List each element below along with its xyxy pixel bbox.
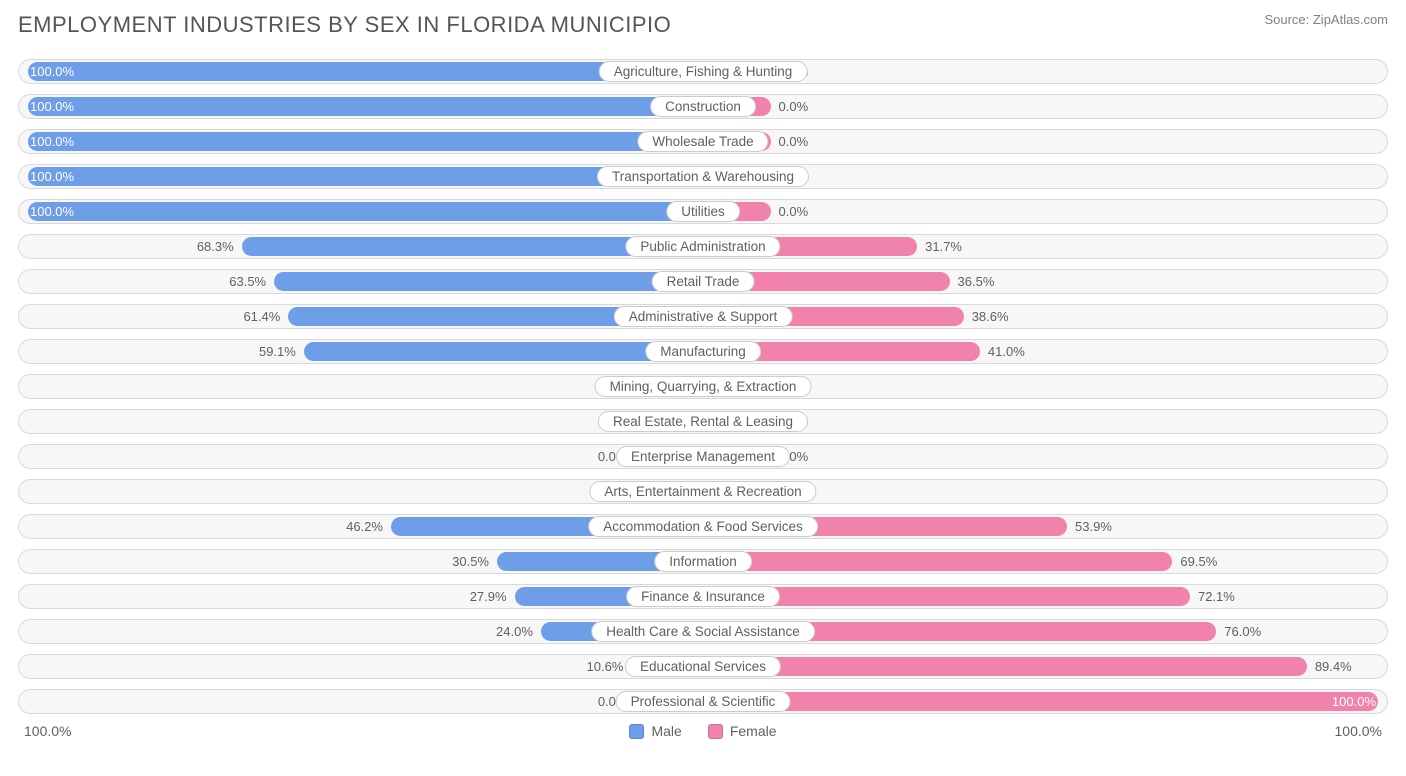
male-value: 61.4% xyxy=(243,309,280,324)
chart-row: 0.0%0.0%Real Estate, Rental & Leasing xyxy=(18,406,1388,437)
category-label: Educational Services xyxy=(625,656,781,677)
male-value: 68.3% xyxy=(197,239,234,254)
category-label: Utilities xyxy=(666,201,740,222)
male-bar xyxy=(274,272,703,291)
category-label: Public Administration xyxy=(625,236,780,257)
category-label: Health Care & Social Assistance xyxy=(591,621,815,642)
chart-area: 100.0%0.0%Agriculture, Fishing & Hunting… xyxy=(18,56,1388,717)
male-bar xyxy=(28,97,703,116)
category-label: Administrative & Support xyxy=(614,306,793,327)
chart-row: 59.1% 41.0% Manufacturing xyxy=(18,336,1388,367)
female-value: 0.0% xyxy=(779,134,809,149)
category-label: Enterprise Management xyxy=(616,446,790,467)
male-value: 27.9% xyxy=(470,589,507,604)
chart-row: 0.0%100.0%Professional & Scientific xyxy=(18,686,1388,717)
axis-left-label: 100.0% xyxy=(24,723,71,739)
category-label: Accommodation & Food Services xyxy=(588,516,818,537)
male-value: 100.0% xyxy=(30,99,74,114)
legend-female-label: Female xyxy=(730,723,777,739)
female-bar xyxy=(703,657,1307,676)
female-value: 38.6% xyxy=(972,309,1009,324)
chart-row: 46.2% 53.9% Accommodation & Food Services xyxy=(18,511,1388,542)
category-label: Construction xyxy=(650,96,756,117)
male-value: 63.5% xyxy=(229,274,266,289)
female-value: 69.5% xyxy=(1180,554,1217,569)
axis-right-label: 100.0% xyxy=(1335,723,1382,739)
category-label: Agriculture, Fishing & Hunting xyxy=(599,61,808,82)
female-value: 53.9% xyxy=(1075,519,1112,534)
category-label: Mining, Quarrying, & Extraction xyxy=(595,376,812,397)
male-bar xyxy=(28,202,703,221)
chart-title: EMPLOYMENT INDUSTRIES BY SEX IN FLORIDA … xyxy=(18,12,671,38)
male-value: 59.1% xyxy=(259,344,296,359)
male-value: 100.0% xyxy=(30,64,74,79)
legend-item-male: Male xyxy=(629,723,681,739)
female-value: 76.0% xyxy=(1224,624,1261,639)
male-value: 30.5% xyxy=(452,554,489,569)
chart-row: 27.9% 72.1% Finance & Insurance xyxy=(18,581,1388,612)
female-bar xyxy=(703,692,1378,711)
chart-row: 100.0%0.0%Agriculture, Fishing & Hunting xyxy=(18,56,1388,87)
chart-row: 68.3% 31.7% Public Administration xyxy=(18,231,1388,262)
female-value: 0.0% xyxy=(779,99,809,114)
category-label: Real Estate, Rental & Leasing xyxy=(598,411,808,432)
female-value: 31.7% xyxy=(925,239,962,254)
legend-center: Male Female xyxy=(629,723,776,739)
male-bar xyxy=(304,342,703,361)
category-label: Information xyxy=(654,551,752,572)
category-label: Retail Trade xyxy=(652,271,755,292)
female-value: 72.1% xyxy=(1198,589,1235,604)
female-value: 0.0% xyxy=(779,204,809,219)
male-value: 100.0% xyxy=(30,169,74,184)
chart-row: 100.0% 0.0% Construction xyxy=(18,91,1388,122)
legend-item-female: Female xyxy=(708,723,777,739)
male-value: 100.0% xyxy=(30,134,74,149)
male-bar xyxy=(28,132,703,151)
category-label: Manufacturing xyxy=(645,341,761,362)
chart-row: 61.4% 38.6% Administrative & Support xyxy=(18,301,1388,332)
male-value: 24.0% xyxy=(496,624,533,639)
chart-row: 63.5% 36.5% Retail Trade xyxy=(18,266,1388,297)
male-swatch-icon xyxy=(629,724,644,739)
female-value: 100.0% xyxy=(1332,694,1376,709)
category-label: Finance & Insurance xyxy=(626,586,780,607)
chart-row: 100.0% 0.0% Utilities xyxy=(18,196,1388,227)
chart-row: 0.0%0.0%Enterprise Management xyxy=(18,441,1388,472)
chart-source: Source: ZipAtlas.com xyxy=(1264,12,1388,27)
chart-row: 100.0%0.0%Transportation & Warehousing xyxy=(18,161,1388,192)
category-label: Transportation & Warehousing xyxy=(597,166,809,187)
female-value: 36.5% xyxy=(958,274,995,289)
category-label: Arts, Entertainment & Recreation xyxy=(589,481,816,502)
female-value: 89.4% xyxy=(1315,659,1352,674)
male-value: 10.6% xyxy=(587,659,624,674)
male-value: 46.2% xyxy=(346,519,383,534)
female-value: 41.0% xyxy=(988,344,1025,359)
chart-legend: 100.0% Male Female 100.0% xyxy=(18,723,1388,739)
female-bar xyxy=(703,552,1172,571)
chart-row: 10.6% 89.4% Educational Services xyxy=(18,651,1388,682)
chart-row: 0.0%0.0%Arts, Entertainment & Recreation xyxy=(18,476,1388,507)
category-label: Wholesale Trade xyxy=(637,131,768,152)
category-label: Professional & Scientific xyxy=(616,691,791,712)
chart-row: 100.0% 0.0% Wholesale Trade xyxy=(18,126,1388,157)
legend-male-label: Male xyxy=(651,723,681,739)
female-swatch-icon xyxy=(708,724,723,739)
chart-row: 30.5% 69.5% Information xyxy=(18,546,1388,577)
chart-row: 0.0%0.0%Mining, Quarrying, & Extraction xyxy=(18,371,1388,402)
chart-header: EMPLOYMENT INDUSTRIES BY SEX IN FLORIDA … xyxy=(18,12,1388,38)
chart-row: 24.0% 76.0% Health Care & Social Assistanc… xyxy=(18,616,1388,647)
male-value: 100.0% xyxy=(30,204,74,219)
